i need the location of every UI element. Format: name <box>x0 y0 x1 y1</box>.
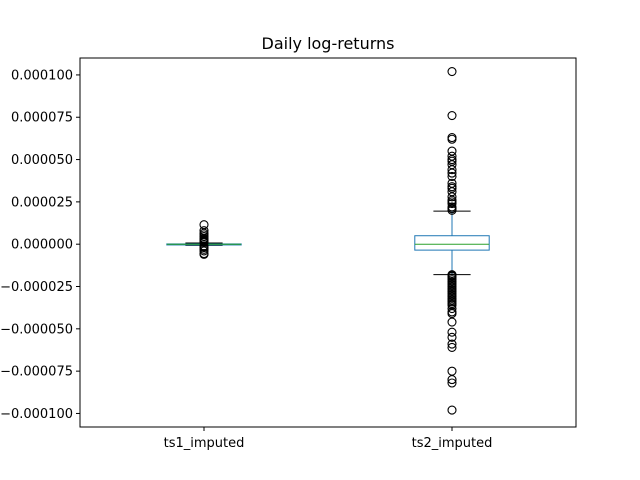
axes-frame <box>79 57 577 428</box>
outlier-point <box>447 332 457 342</box>
outlier-point <box>447 339 457 349</box>
outlier-point <box>447 366 457 376</box>
outlier-point <box>447 303 457 314</box>
outlier-point <box>447 171 457 182</box>
outlier-point <box>199 246 209 256</box>
outlier-point <box>447 134 457 144</box>
outlier-point <box>447 111 457 121</box>
outlier-point <box>447 205 457 215</box>
outlier-point <box>447 327 457 337</box>
box-iqr <box>414 235 490 251</box>
y-tick-label: −0.000025 <box>0 280 73 295</box>
y-tick-label: −0.000075 <box>0 365 73 380</box>
outlier-point <box>447 165 457 175</box>
outlier-point <box>199 249 209 259</box>
outlier-point <box>447 192 457 202</box>
y-tick-label: 0.000000 <box>11 238 73 253</box>
plot-area: −0.000100 −0.000075 −0.000050 −0.000025 0.00… <box>0 66 493 451</box>
outlier-point <box>447 199 457 209</box>
y-tick-label: 0.000050 <box>11 153 73 168</box>
x-tick-label: ts1_imputed <box>164 436 245 451</box>
x-tick-label: ts2_imputed <box>412 436 493 451</box>
y-tick-label: −0.000100 <box>0 407 73 422</box>
outlier-point <box>447 342 457 352</box>
outlier-point <box>447 66 457 77</box>
chart-title: Daily log-returns <box>262 34 395 53</box>
y-tick-label: 0.000025 <box>11 195 73 210</box>
outlier-point <box>447 317 457 327</box>
y-tick-label: 0.000075 <box>11 111 73 126</box>
outlier-point <box>447 375 457 385</box>
outlier-point <box>447 405 457 415</box>
y-tick-label: 0.000100 <box>11 68 73 83</box>
y-tick-label: −0.000050 <box>0 322 73 337</box>
outlier-point <box>447 168 457 178</box>
outlier-point <box>447 378 457 388</box>
